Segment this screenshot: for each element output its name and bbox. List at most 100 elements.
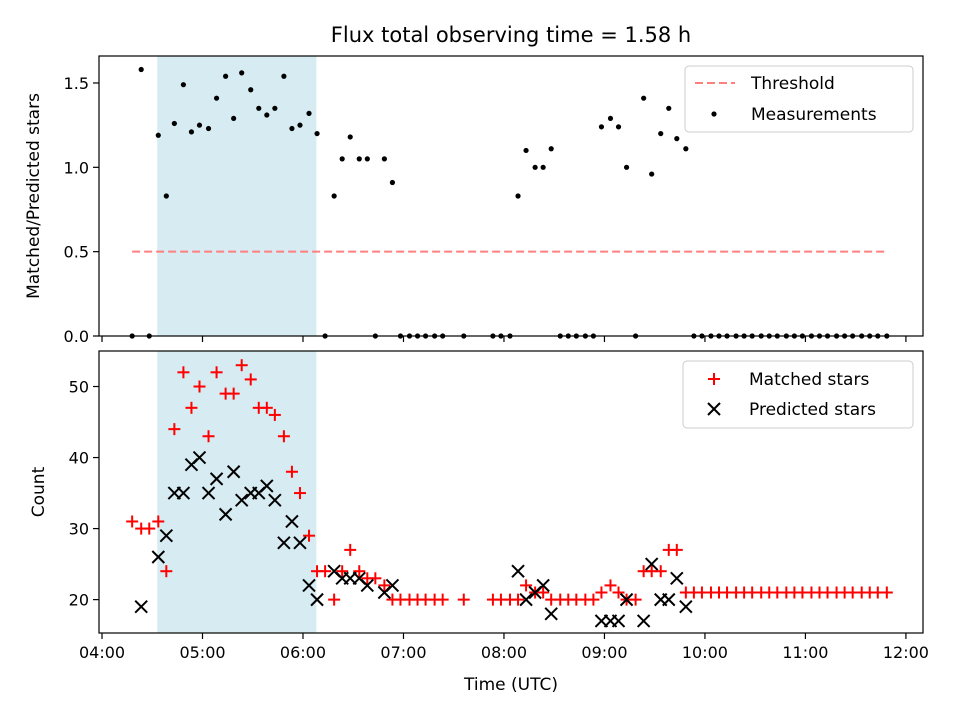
x-tick-label: 07:00 — [380, 643, 426, 662]
matched-star-marker — [143, 522, 156, 535]
y-tick-label: 50 — [69, 378, 89, 397]
measurement-point — [598, 124, 605, 130]
matched-star-marker — [168, 423, 181, 436]
measurement-point — [248, 87, 254, 93]
measurement-point — [389, 179, 396, 186]
matched-star-marker — [293, 487, 306, 500]
top-x-ticks — [101, 336, 907, 342]
predicted-star-marker — [151, 550, 165, 564]
matched-star-marker — [629, 593, 642, 606]
predicted-star-marker — [234, 493, 249, 507]
measurement-point — [256, 105, 262, 111]
predicted-star-marker — [644, 557, 659, 571]
matched-star-marker — [160, 565, 173, 578]
matched-star-marker — [612, 586, 625, 599]
bottom-panel: 20 30 40 50 04:00 05:00 06:00 07:00 08:00 09:00 1… — [29, 350, 929, 695]
measurement-point — [658, 130, 664, 137]
predicted-star-marker — [662, 592, 676, 607]
legend-measurements-swatch — [711, 111, 717, 117]
measurement-point — [515, 193, 521, 199]
x-tick-label: 08:00 — [481, 643, 527, 662]
matched-star-marker — [227, 387, 240, 400]
matched-star-marker — [595, 586, 608, 599]
legend-predicted-label: Predicted stars — [749, 400, 876, 420]
measurement-point — [163, 193, 169, 199]
y-tick-label: 1.0 — [64, 158, 89, 177]
predicted-star-marker — [636, 614, 651, 628]
y-tick-label: 1.5 — [64, 74, 89, 93]
measurement-point — [205, 125, 212, 132]
matched-star-marker — [654, 565, 667, 578]
x-tick-label: 10:00 — [682, 643, 728, 662]
measurement-point — [264, 112, 270, 118]
measurement-point — [623, 164, 630, 170]
predicted-star-marker — [176, 486, 191, 500]
predicted-star-marker — [209, 472, 224, 486]
x-tick-label: 06:00 — [280, 643, 326, 662]
top-legend-box — [684, 65, 914, 133]
measurement-point — [188, 129, 195, 135]
measurement-point — [339, 156, 345, 162]
chart-title: Flux total observing time = 1.58 h — [331, 23, 691, 47]
top-legend: Threshold Measurements — [684, 65, 914, 133]
measurement-point — [171, 120, 177, 127]
matched-star-marker — [457, 593, 470, 606]
y-tick-label: 0.5 — [64, 243, 89, 262]
matched-star-marker — [193, 380, 206, 393]
measurement-point — [289, 125, 295, 132]
predicted-star-marker — [192, 450, 207, 465]
matched-star-marker — [152, 515, 165, 528]
measurement-point — [213, 95, 220, 101]
matched-star-marker — [210, 366, 223, 379]
matched-star-marker — [285, 465, 298, 478]
measurement-point — [239, 70, 245, 76]
matched-star-marker — [537, 586, 550, 599]
measurement-point — [138, 66, 144, 73]
matched-star-marker — [520, 579, 533, 592]
bottom-y-ticks: 20 30 40 50 — [69, 378, 99, 610]
predicted-star-marker — [260, 479, 274, 493]
predicted-star-marker — [268, 493, 282, 507]
predicted-star-marker — [679, 600, 693, 614]
measurement-point — [540, 164, 546, 170]
matched-star-marker — [244, 373, 257, 386]
measurement-point — [641, 95, 647, 101]
predicted-star-marker — [519, 592, 533, 607]
bottom-y-axis-label: Count — [29, 466, 49, 517]
predicted-star-marker — [285, 514, 299, 529]
predicted-star-marker — [385, 578, 400, 593]
measurement-point — [155, 132, 161, 138]
y-tick-label: 30 — [69, 520, 89, 539]
measurement-point — [223, 73, 229, 79]
measurement-point — [523, 147, 529, 154]
x-tick-label: 05:00 — [179, 643, 225, 662]
measurement-point — [281, 73, 287, 79]
matched-star-marker — [436, 593, 449, 606]
predicted-star-marker — [310, 592, 324, 607]
predicted-star-marker — [226, 465, 241, 479]
matched-star-marker — [177, 366, 190, 379]
measurement-point — [231, 115, 237, 122]
measurement-point — [615, 124, 622, 130]
predicted-star-marker — [201, 486, 216, 500]
x-tick-label: 09:00 — [581, 643, 627, 662]
measurement-point — [666, 105, 672, 111]
predicted-star-marker — [159, 528, 174, 543]
matched-star-marker — [336, 565, 349, 578]
predicted-star-marker — [134, 600, 148, 614]
measurement-point — [331, 193, 337, 199]
bottom-legend-box — [682, 360, 914, 429]
y-tick-label: 20 — [69, 591, 89, 610]
measurement-point — [180, 82, 187, 88]
measurement-point — [297, 122, 303, 128]
matched-star-marker — [126, 515, 139, 528]
measurement-point — [364, 156, 370, 162]
matched-star-marker — [353, 565, 366, 578]
measurement-point — [683, 146, 689, 152]
bottom-plot-frame — [98, 350, 924, 634]
predicted-star-marker — [277, 536, 291, 550]
matched-star-marker — [319, 565, 332, 578]
measurement-point — [314, 130, 320, 137]
matched-star-marker — [303, 529, 316, 542]
